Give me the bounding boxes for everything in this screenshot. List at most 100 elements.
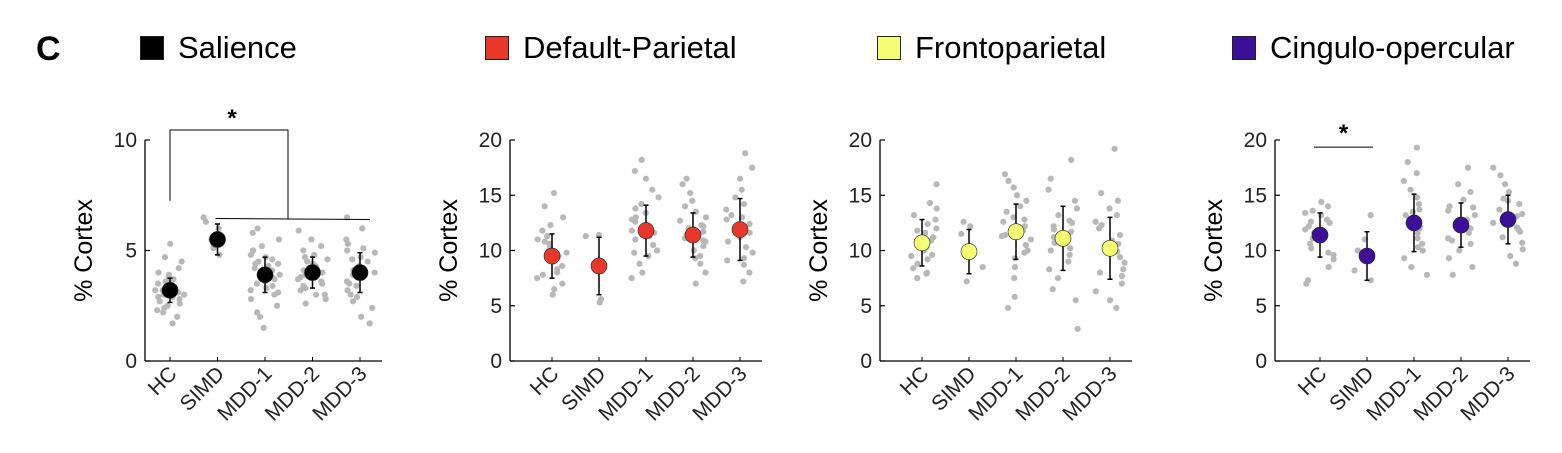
data-point bbox=[742, 150, 749, 157]
data-point bbox=[346, 280, 353, 287]
data-point bbox=[676, 217, 684, 224]
data-point bbox=[1501, 181, 1509, 188]
data-point bbox=[1416, 206, 1423, 213]
data-point bbox=[736, 175, 744, 182]
data-point bbox=[364, 258, 371, 265]
y-tick-label: 10 bbox=[1244, 240, 1267, 263]
mean-marker bbox=[960, 243, 978, 260]
y-tick-label: 10 bbox=[479, 240, 502, 263]
data-point bbox=[1469, 263, 1476, 271]
data-point bbox=[155, 280, 162, 287]
data-point bbox=[161, 254, 169, 261]
data-point bbox=[1113, 212, 1120, 219]
data-point bbox=[176, 296, 183, 303]
data-point bbox=[1307, 218, 1314, 225]
legend-label-frontoparietal: Frontoparietal bbox=[915, 30, 1107, 65]
data-point bbox=[723, 206, 730, 213]
data-point bbox=[1116, 231, 1124, 239]
data-point bbox=[628, 227, 636, 234]
data-point bbox=[371, 249, 378, 256]
data-point bbox=[631, 249, 638, 256]
data-point bbox=[539, 227, 546, 234]
x-tick-label: HC bbox=[1294, 362, 1332, 400]
data-point bbox=[300, 247, 307, 254]
legend-swatch-frontoparietal bbox=[877, 36, 901, 60]
mean-marker bbox=[1499, 211, 1517, 228]
data-point bbox=[1073, 205, 1081, 212]
legend-label-default-parietal: Default-Parietal bbox=[523, 30, 737, 65]
data-point bbox=[152, 287, 159, 294]
data-point bbox=[1121, 259, 1128, 266]
data-point bbox=[1106, 297, 1114, 304]
data-point bbox=[312, 291, 320, 298]
y-tick-label: 15 bbox=[479, 184, 502, 207]
data-point bbox=[301, 254, 309, 261]
data-point bbox=[702, 269, 709, 276]
data-point bbox=[269, 282, 276, 289]
data-point bbox=[1490, 219, 1497, 226]
data-point bbox=[1068, 219, 1076, 226]
data-point bbox=[924, 220, 931, 228]
data-point bbox=[347, 291, 354, 298]
data-point bbox=[155, 269, 162, 276]
data-point bbox=[1470, 204, 1477, 211]
data-point bbox=[914, 260, 921, 267]
mean-marker bbox=[209, 231, 226, 248]
data-point bbox=[1098, 221, 1105, 229]
data-point bbox=[343, 236, 350, 243]
data-point bbox=[1118, 280, 1125, 287]
data-point bbox=[1407, 186, 1414, 193]
data-point bbox=[546, 240, 553, 247]
data-point bbox=[541, 203, 548, 210]
data-point bbox=[1467, 188, 1474, 196]
data-point bbox=[1106, 205, 1113, 212]
data-point bbox=[541, 238, 548, 245]
data-point bbox=[1446, 203, 1453, 210]
data-point bbox=[263, 284, 270, 292]
data-point bbox=[724, 257, 731, 264]
data-point bbox=[1519, 246, 1526, 253]
data-point bbox=[908, 252, 915, 260]
data-point bbox=[926, 199, 934, 207]
data-point bbox=[642, 175, 650, 182]
data-point bbox=[702, 214, 710, 221]
data-point bbox=[269, 256, 276, 263]
y-tick-label: 0 bbox=[1255, 350, 1267, 373]
data-point bbox=[697, 252, 704, 260]
data-point bbox=[1455, 181, 1462, 188]
data-point bbox=[1005, 177, 1012, 184]
data-point bbox=[1021, 249, 1028, 256]
data-point bbox=[167, 240, 174, 247]
data-point bbox=[317, 242, 325, 250]
data-point bbox=[740, 200, 747, 208]
data-point bbox=[369, 304, 376, 312]
data-point bbox=[1045, 186, 1052, 193]
data-point bbox=[1401, 255, 1408, 262]
data-point bbox=[256, 313, 264, 320]
data-point bbox=[1304, 277, 1312, 284]
data-point bbox=[215, 225, 222, 232]
legend-label-salience: Salience bbox=[178, 30, 297, 65]
data-point bbox=[1519, 239, 1526, 246]
data-point bbox=[318, 278, 325, 285]
data-point bbox=[922, 229, 929, 236]
data-point bbox=[1011, 263, 1019, 271]
data-point bbox=[740, 278, 747, 285]
mean-marker bbox=[304, 264, 321, 281]
data-point bbox=[1354, 247, 1361, 254]
data-point bbox=[930, 234, 937, 241]
data-point bbox=[559, 262, 566, 270]
significance-star: * bbox=[227, 105, 237, 132]
data-point bbox=[349, 298, 357, 305]
mean-marker bbox=[637, 222, 655, 239]
data-point bbox=[724, 238, 732, 245]
data-point bbox=[551, 286, 558, 293]
data-point bbox=[178, 258, 185, 265]
data-point bbox=[200, 214, 207, 221]
mean-marker bbox=[731, 221, 749, 238]
data-point bbox=[1409, 208, 1416, 215]
data-point bbox=[1367, 277, 1374, 284]
data-point bbox=[700, 237, 707, 244]
